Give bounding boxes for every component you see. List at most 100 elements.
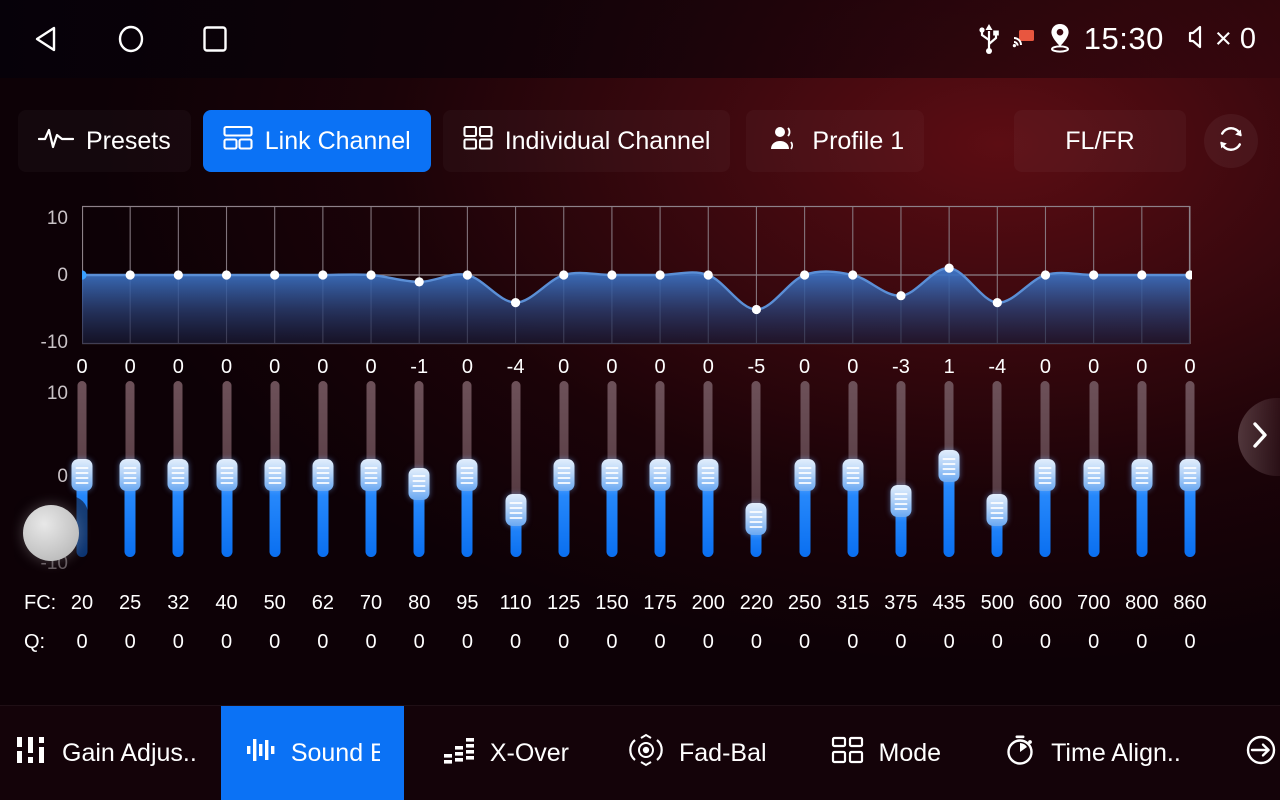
slider-thumb[interactable]	[119, 459, 141, 491]
bottom-item-sound-effect-label: Sound Effect	[290, 738, 380, 767]
band-slider[interactable]	[553, 381, 575, 557]
band-slider[interactable]	[842, 381, 864, 557]
slider-track[interactable]	[511, 381, 521, 557]
slider-fill	[461, 475, 473, 557]
band-slider[interactable]	[505, 381, 527, 557]
fc-value: 375	[884, 592, 918, 614]
slider-thumb[interactable]	[1083, 459, 1105, 491]
q-value: 0	[654, 631, 666, 653]
slider-thumb[interactable]	[938, 450, 960, 483]
tab-link-channel[interactable]: Link Channel	[202, 110, 431, 172]
band-slider[interactable]	[601, 381, 623, 557]
band-slider-area: 10 0 -10	[0, 375, 1280, 575]
slider-thumb[interactable]	[216, 459, 238, 491]
tab-profile[interactable]: Profile 1	[746, 110, 924, 172]
slider-thumb[interactable]	[71, 459, 93, 491]
fc-value: 62	[311, 592, 334, 614]
gain-value-row: 0 0 0 0 0 0 0 -1 0 -4 0 0 0 0 -5 0 0 -3 1 -4 0 0 0 0	[0, 356, 1280, 382]
slider-fill	[1088, 475, 1100, 557]
slider-thumb[interactable]	[601, 459, 623, 491]
q-row: Q: 0 0 0 0 0 0 0 0 0 0 0 0 0 0 0 0 0 0 0 0 0 0 0 0	[0, 631, 1280, 657]
band-slider[interactable]	[119, 381, 141, 557]
band-slider[interactable]	[360, 381, 382, 557]
band-slider[interactable]	[697, 381, 719, 557]
mode-icon	[831, 734, 865, 773]
eq-curve-graph[interactable]: 10 0 -10	[0, 196, 1280, 356]
slider-track[interactable]	[992, 381, 1002, 557]
graph-y-label-bottom: -10	[40, 332, 68, 353]
home-icon[interactable]	[114, 22, 148, 56]
band-slider[interactable]	[1179, 381, 1201, 557]
slider-thumb[interactable]	[649, 459, 671, 491]
tab-individual-channel[interactable]: Individual Channel	[443, 110, 731, 172]
eq-curve-svg[interactable]	[82, 196, 1192, 354]
bottom-item-fad-bal-label: Fad-Bal	[679, 738, 767, 767]
slider-thumb[interactable]	[794, 459, 816, 491]
slider-thumb[interactable]	[553, 459, 575, 491]
assistive-touch-button[interactable]	[14, 496, 88, 570]
slider-thumb[interactable]	[408, 467, 430, 500]
slider-thumb[interactable]	[264, 459, 286, 491]
slider-track[interactable]	[751, 381, 761, 557]
q-value: 0	[799, 631, 811, 653]
status-bar: 15:30 × 0	[0, 0, 1280, 78]
refresh-button[interactable]	[1204, 114, 1258, 168]
band-slider[interactable]	[794, 381, 816, 557]
slider-track[interactable]	[896, 381, 906, 557]
bottom-nav-bar: Gain Adjus.. Sound Effect	[0, 705, 1280, 800]
q-value: 0	[750, 631, 762, 653]
bottom-item-mode-label: Mode	[878, 738, 942, 767]
slider-thumb[interactable]	[167, 459, 189, 491]
q-value: 0	[124, 631, 136, 653]
slider-thumb[interactable]	[986, 494, 1008, 527]
band-slider[interactable]	[1131, 381, 1153, 557]
bottom-item-gain-adjust[interactable]: Gain Adjus..	[0, 706, 221, 800]
band-slider[interactable]	[408, 381, 430, 557]
slider-thumb[interactable]	[505, 494, 527, 527]
slider-thumb[interactable]	[1131, 459, 1153, 491]
slider-fill	[606, 475, 618, 557]
slider-thumb[interactable]	[745, 503, 767, 535]
bottom-item-return[interactable]: Return	[1205, 706, 1280, 800]
slider-thumb[interactable]	[842, 459, 864, 491]
gain-value: 0	[847, 356, 859, 378]
band-slider[interactable]	[216, 381, 238, 557]
band-slider[interactable]	[1083, 381, 1105, 557]
q-value: 0	[702, 631, 714, 653]
slider-thumb[interactable]	[1034, 459, 1056, 491]
band-slider[interactable]	[986, 381, 1008, 557]
flfr-button[interactable]: FL/FR	[1014, 110, 1186, 172]
status-indicators: 15:30 × 0	[976, 20, 1256, 59]
band-slider[interactable]	[938, 381, 960, 557]
band-slider[interactable]	[312, 381, 334, 557]
slider-fill	[269, 475, 281, 557]
band-slider[interactable]	[890, 381, 912, 557]
band-slider[interactable]	[1034, 381, 1056, 557]
bottom-item-fad-bal[interactable]: Fad-Bal	[593, 706, 791, 800]
band-slider[interactable]	[745, 381, 767, 557]
back-icon[interactable]	[30, 22, 64, 56]
tab-presets[interactable]: Presets	[18, 110, 191, 172]
fc-value: 600	[1028, 592, 1063, 614]
slider-thumb[interactable]	[456, 459, 478, 491]
fc-value: 70	[359, 592, 383, 614]
gain-value: -4	[506, 356, 525, 378]
band-slider[interactable]	[649, 381, 671, 557]
bottom-item-mode[interactable]: Mode	[791, 706, 966, 800]
slider-thumb[interactable]	[697, 459, 719, 491]
band-slider[interactable]	[264, 381, 286, 557]
bottom-item-time-align[interactable]: Time Align..	[965, 706, 1205, 800]
slider-thumb[interactable]	[890, 485, 912, 518]
slider-thumb[interactable]	[360, 459, 382, 491]
slider-thumb[interactable]	[312, 459, 334, 491]
slider-fill	[558, 475, 570, 557]
gain-value: 0	[220, 356, 233, 378]
band-slider[interactable]	[167, 381, 189, 557]
recents-icon[interactable]	[198, 22, 232, 56]
top-tab-bar: Presets Link Channel Indi	[0, 108, 1280, 174]
bottom-item-x-over[interactable]: X-Over	[404, 706, 593, 800]
slider-thumb[interactable]	[1179, 459, 1201, 491]
band-slider[interactable]	[456, 381, 478, 557]
gain-value: -3	[892, 356, 910, 378]
bottom-item-sound-effect[interactable]: Sound Effect	[220, 706, 404, 800]
